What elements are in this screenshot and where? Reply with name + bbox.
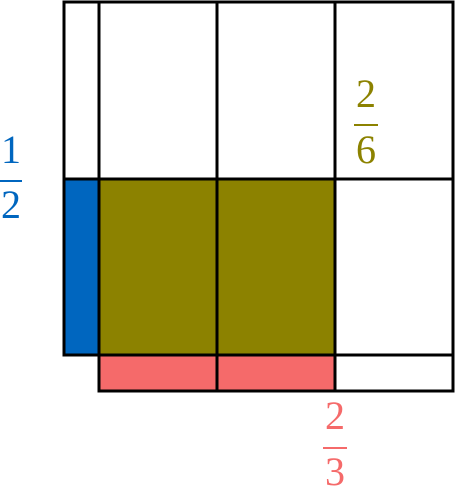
grid-cell-shaded [97, 177, 219, 357]
denominator: 2 [1, 182, 21, 227]
left-strip-shaded [62, 177, 101, 357]
grid-cell [333, 177, 455, 357]
numerator: 2 [356, 71, 376, 116]
fraction-label: 2 6 [354, 71, 378, 172]
numerator: 1 [1, 127, 21, 172]
grid-cell [333, 0, 455, 181]
bottom-strip-cell [333, 353, 455, 393]
grid-cell [97, 0, 219, 181]
grid-cell-shaded [215, 177, 337, 357]
numerator: 2 [325, 393, 345, 438]
left-strip-cell [62, 0, 101, 181]
denominator: 6 [356, 127, 376, 172]
bottom-strip-shaded [215, 353, 337, 393]
fraction-label: 1 2 [0, 127, 22, 227]
fraction-label: 2 3 [323, 393, 347, 491]
bottom-strip-shaded [97, 353, 219, 393]
grid-cell [215, 0, 337, 181]
denominator: 3 [325, 449, 345, 491]
